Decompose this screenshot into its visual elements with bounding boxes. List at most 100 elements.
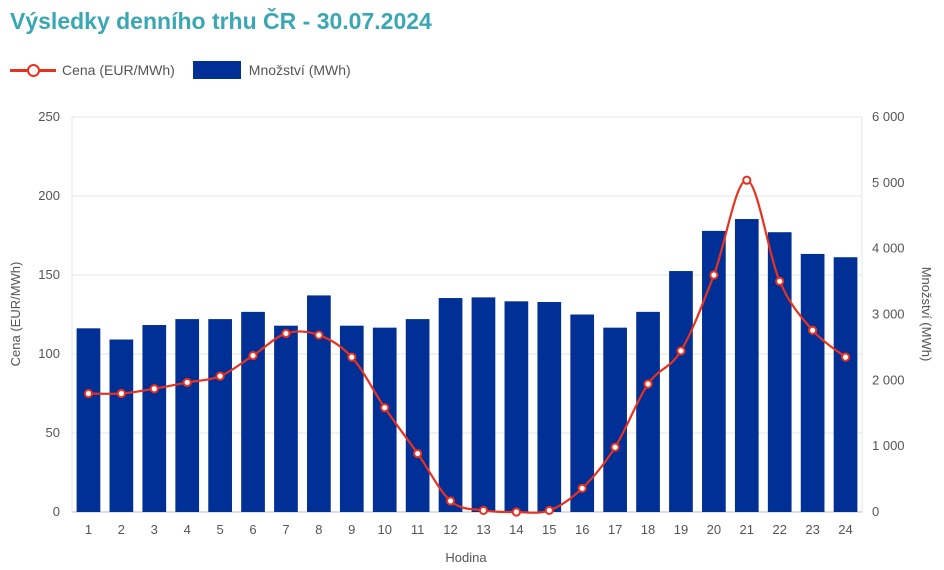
x-axis-title: Hodina — [445, 550, 487, 565]
price-point-hour-17[interactable] — [610, 442, 620, 452]
price-point-hour-15[interactable] — [544, 505, 554, 516]
x-tick-label: 3 — [151, 522, 158, 537]
bar-hour-20[interactable] — [702, 230, 726, 512]
y-right-tick-label: 3 000 — [872, 307, 905, 322]
grid-lines — [71, 116, 863, 513]
legend-item-quantity[interactable]: Množství (MWh) — [192, 61, 351, 79]
legend-bar-marker — [192, 61, 241, 79]
y-right-axis-title: Množství (MWh) — [919, 267, 934, 362]
y-left-tick-label: 50 — [46, 425, 60, 440]
bar-hour-14[interactable] — [504, 301, 529, 512]
bar-hour-24[interactable] — [833, 257, 858, 512]
x-tick-label: 8 — [315, 522, 322, 537]
price-point-hour-7[interactable] — [281, 328, 291, 339]
x-tick-label: 23 — [805, 522, 819, 537]
x-tick-label: 19 — [674, 522, 688, 537]
y-left-tick-label: 0 — [53, 504, 60, 519]
bar-hour-7[interactable] — [274, 325, 298, 512]
bar-hour-10[interactable] — [372, 327, 397, 512]
x-tick-label: 1 — [85, 522, 92, 537]
price-point-hour-18[interactable] — [643, 379, 653, 389]
bar-hour-13[interactable] — [471, 297, 496, 512]
bar-hour-11[interactable] — [405, 319, 430, 512]
bar-hour-18[interactable] — [636, 311, 660, 512]
bar-hour-19[interactable] — [669, 271, 693, 512]
bar-hour-15[interactable] — [537, 301, 562, 512]
y-left-tick-label: 100 — [38, 346, 60, 361]
x-tick-label: 13 — [476, 522, 490, 537]
legend-item-price[interactable]: Cena (EUR/MWh) — [10, 62, 175, 78]
price-point-hour-8[interactable] — [314, 330, 324, 340]
price-point-hour-23[interactable] — [808, 325, 818, 335]
y-left-axis-title: Cena (EUR/MWh) — [8, 262, 23, 367]
y-left-tick-label: 250 — [38, 109, 60, 124]
legend: Cena (EUR/MWh) Množství (MWh) — [10, 58, 369, 82]
bar-hour-2[interactable] — [109, 339, 134, 512]
price-line — [88, 179, 847, 514]
y-left-tick-label: 150 — [38, 267, 60, 282]
price-point-hour-21[interactable] — [742, 175, 752, 185]
price-point-hour-19[interactable] — [676, 346, 686, 356]
price-point-hour-13[interactable] — [478, 505, 489, 516]
bar-hour-23[interactable] — [800, 253, 825, 512]
bar-hour-9[interactable] — [339, 325, 364, 512]
bar-hour-16[interactable] — [570, 314, 595, 513]
x-tick-label: 16 — [575, 522, 589, 537]
bar-series — [76, 219, 858, 513]
x-tick-label: 10 — [377, 522, 391, 537]
price-point-hour-10[interactable] — [380, 403, 390, 413]
x-tick-label: 24 — [838, 522, 852, 537]
chart-title: Výsledky denního trhu ČR - 30.07.2024 — [10, 8, 432, 34]
price-point-hour-16[interactable] — [577, 483, 587, 493]
x-tick-label: 9 — [348, 522, 355, 537]
x-tick-label: 17 — [608, 522, 622, 537]
y-left-ticks: 0 50 100 150 200 250 — [38, 109, 60, 519]
x-tick-label: 22 — [772, 522, 786, 537]
bar-hour-3[interactable] — [142, 325, 167, 512]
x-tick-label: 5 — [217, 522, 224, 537]
price-point-hour-12[interactable] — [445, 496, 456, 506]
x-tick-label: 2 — [118, 522, 125, 537]
price-point-hour-14[interactable] — [511, 507, 521, 517]
bar-hour-21[interactable] — [734, 219, 759, 512]
y-right-tick-label: 6 000 — [872, 109, 905, 124]
x-tick-label: 11 — [411, 522, 425, 537]
bar-hour-8[interactable] — [307, 295, 331, 512]
y-right-ticks: 0 1 000 2 000 3 000 4 000 5 000 6 000 — [872, 109, 905, 519]
y-right-tick-label: 2 000 — [872, 372, 905, 387]
y-left-tick-label: 200 — [38, 188, 60, 203]
legend-label-quantity: Množství (MWh) — [248, 62, 351, 78]
x-tick-label: 14 — [509, 522, 523, 537]
price-point-hour-22[interactable] — [775, 276, 785, 286]
x-tick-label: 15 — [542, 522, 556, 537]
y-right-tick-label: 4 000 — [872, 241, 905, 256]
bar-hour-1[interactable] — [76, 328, 101, 512]
legend-line-marker — [10, 62, 56, 78]
x-tick-label: 12 — [443, 522, 457, 537]
price-point-hour-1[interactable] — [83, 388, 94, 399]
bar-hour-5[interactable] — [208, 319, 232, 512]
y-right-tick-label: 5 000 — [872, 175, 905, 190]
price-point-hour-6[interactable] — [248, 350, 258, 361]
price-point-hour-3[interactable] — [149, 384, 159, 394]
bar-hour-17[interactable] — [603, 327, 627, 512]
bar-hour-4[interactable] — [175, 319, 200, 512]
price-point-hour-20[interactable] — [709, 270, 719, 280]
y-right-tick-label: 1 000 — [872, 438, 905, 453]
bar-hour-12[interactable] — [438, 298, 463, 512]
bar-hour-22[interactable] — [767, 232, 792, 513]
line-series — [83, 175, 851, 517]
price-point-hour-4[interactable] — [182, 377, 192, 388]
x-tick-label: 7 — [282, 522, 289, 537]
price-point-hour-2[interactable] — [116, 388, 126, 399]
x-tick-label: 6 — [249, 522, 256, 537]
price-point-hour-11[interactable] — [413, 448, 423, 459]
x-tick-label: 21 — [740, 522, 754, 537]
x-tick-label: 18 — [641, 522, 655, 537]
x-ticks: 1 2 3 4 5 6 7 8 9 10 11 12 13 14 15 16 17 18 19 20 21 22 23 24 — [85, 522, 853, 537]
price-point-hour-24[interactable] — [840, 352, 851, 362]
price-point-hour-9[interactable] — [347, 352, 357, 362]
bar-hour-6[interactable] — [241, 311, 265, 512]
price-point-hour-5[interactable] — [215, 371, 225, 381]
